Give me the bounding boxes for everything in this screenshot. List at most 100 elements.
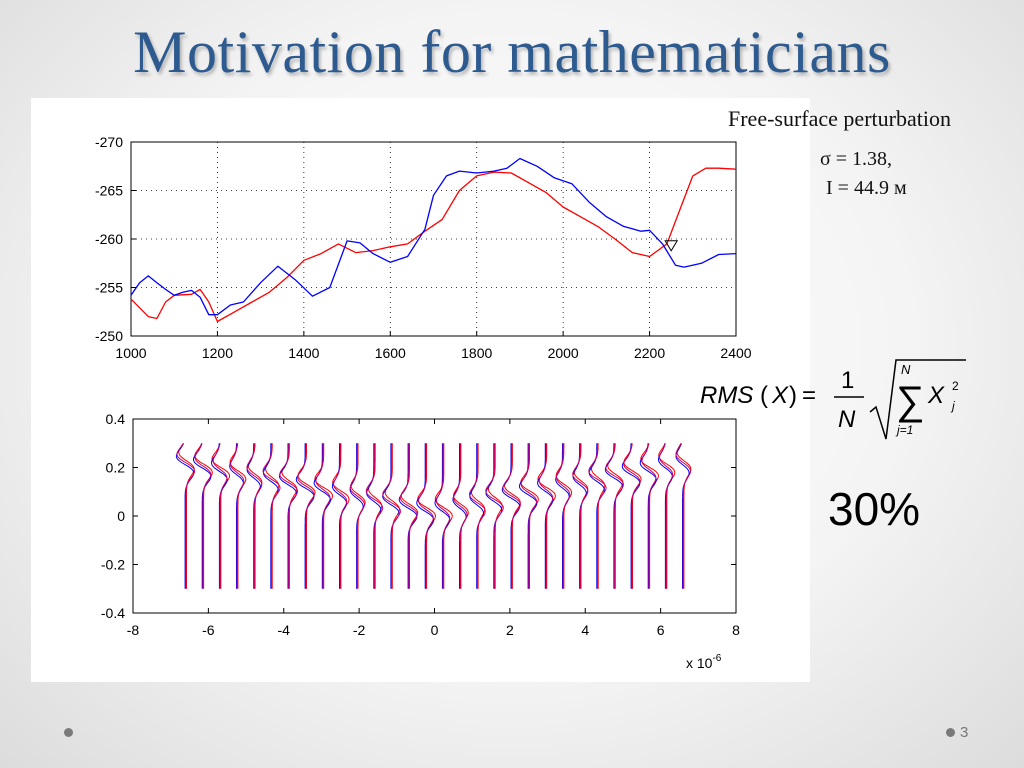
- bottom-chart-xtick-label: -4: [278, 622, 291, 638]
- wiggle-trace: [434, 443, 451, 589]
- wiggle-trace: [278, 443, 298, 589]
- wiggle-trace: [572, 443, 589, 589]
- wiggle-trace: [471, 443, 486, 589]
- wiggle-trace: [262, 443, 281, 589]
- bullet-right-icon: [946, 728, 955, 737]
- bottom-chart: -8 -6 -4 -2 0 2 4 6 8 0.4 0.2 0 -0.2 -0.4 x 10-6: [101, 411, 740, 671]
- wiggle-trace: [417, 443, 437, 589]
- wiggle-trace: [623, 443, 641, 589]
- wiggle-trace: [230, 443, 245, 589]
- top-chart-ytick-label: -255: [95, 280, 123, 296]
- bottom-chart-xtick-label: -2: [353, 622, 366, 638]
- formula-term-sub: j: [950, 399, 955, 413]
- wiggle-trace: [247, 443, 263, 589]
- percent-value: 30%: [828, 483, 921, 535]
- bottom-chart-xtick-label: 8: [732, 622, 740, 638]
- wiggle-trace: [368, 443, 383, 589]
- bottom-chart-xtick-label: -8: [127, 622, 140, 638]
- formula-term-sup: 2: [952, 379, 959, 393]
- wiggle-trace: [675, 443, 692, 589]
- bottom-chart-ytick-label: -0.2: [101, 557, 125, 573]
- wiggle-trace: [675, 443, 690, 589]
- top-chart-series: [130, 157, 737, 323]
- wiggle-trace: [502, 443, 521, 589]
- bottom-chart-frame: [132, 418, 737, 614]
- formula-paren-close: ): [789, 382, 797, 409]
- wiggle-trace: [658, 443, 676, 589]
- i-value: I = 44.9 м: [826, 177, 907, 199]
- wiggle-trace: [588, 443, 605, 589]
- bottom-chart-series: [175, 443, 692, 589]
- top-chart-xtick-label: 1800: [461, 345, 492, 361]
- bottom-chart-ytick-label: 0: [117, 508, 125, 524]
- wiggle-trace: [623, 443, 642, 589]
- wiggle-trace: [349, 443, 365, 589]
- wiggle-trace: [263, 443, 279, 589]
- wiggle-trace: [365, 443, 384, 589]
- wiggle-trace: [468, 443, 486, 589]
- formula-paren-open: (: [760, 382, 768, 409]
- slide-title: Motivation for mathematicians: [133, 19, 891, 85]
- wiggle-trace: [194, 443, 212, 589]
- top-chart-series-red: [130, 167, 737, 323]
- wiggle-trace: [229, 443, 244, 589]
- wiggle-trace: [297, 443, 315, 589]
- wiggle-trace: [416, 443, 435, 589]
- rms-formula: RMS ( X ) = 1 N ∑ N j=1 X 2 j: [700, 359, 966, 440]
- wiggle-trace: [229, 443, 247, 589]
- formula-denominator: N: [838, 406, 856, 433]
- formula-numerator: 1: [841, 367, 854, 394]
- top-chart-xtick-label: 2000: [548, 345, 579, 361]
- top-chart-xtick-label: 1200: [202, 345, 233, 361]
- bottom-chart-ticks: -8 -6 -4 -2 0 2 4 6 8 0.4 0.2 0 -0.2 -0.4: [101, 411, 740, 638]
- wiggle-trace: [555, 443, 572, 589]
- top-chart-grid: [130, 141, 737, 337]
- bottom-chart-xtick-label: 2: [506, 622, 514, 638]
- wiggle-trace: [210, 443, 228, 589]
- formula-term: X: [927, 382, 945, 409]
- wiggle-trace: [572, 443, 587, 589]
- wiggle-trace: [333, 443, 348, 589]
- wiggle-trace: [436, 443, 451, 589]
- formula-var: X: [771, 382, 789, 409]
- top-chart-marker: [664, 240, 679, 252]
- formula-lhs: RMS: [700, 382, 753, 409]
- wiggle-trace: [418, 443, 434, 589]
- top-chart-xtick-label: 2400: [720, 345, 751, 361]
- bottom-chart-ytick-label: -0.4: [101, 605, 125, 621]
- wiggle-trace: [640, 443, 659, 589]
- top-chart-xtick-label: 1000: [115, 345, 146, 361]
- bottom-chart-xtick-label: 0: [431, 622, 439, 638]
- top-chart-ticks: 1000 1200 1400 1600 1800 2000 2200 2400 -270 -265…: [95, 134, 752, 361]
- wiggle-trace: [538, 443, 554, 589]
- page-number: 3: [960, 724, 969, 741]
- formula-equals: =: [802, 382, 816, 409]
- bottom-chart-xtick-label: 6: [657, 622, 665, 638]
- wiggle-trace: [211, 443, 230, 589]
- wiggle-trace: [452, 443, 467, 589]
- wiggle-trace: [246, 443, 263, 589]
- top-chart-series-blue: [130, 157, 737, 316]
- bottom-chart-xtick-label: -6: [202, 622, 215, 638]
- triangle-marker-icon: [664, 240, 679, 252]
- wiggle-trace: [434, 443, 453, 589]
- wiggle-trace: [279, 443, 298, 589]
- wiggle-trace: [194, 443, 213, 589]
- wiggle-trace: [520, 443, 537, 589]
- wiggle-trace: [555, 443, 571, 589]
- bottom-chart-ytick-label: 0.4: [106, 411, 126, 427]
- top-chart-ytick-label: -265: [95, 183, 123, 199]
- bullet-left-icon: [64, 728, 73, 737]
- wiggle-trace: [658, 443, 674, 589]
- wiggle-trace: [212, 443, 228, 589]
- bottom-chart-xtick-label: 4: [581, 622, 589, 638]
- wiggle-trace: [452, 443, 468, 589]
- wiggle-trace: [485, 443, 504, 589]
- figure-panel: 1000 1200 1400 1600 1800 2000 2200 2400 -270 -265…: [31, 98, 810, 682]
- wiggle-trace: [178, 443, 195, 589]
- formula-sigma-symbol: ∑: [896, 379, 925, 423]
- wiggle-trace: [621, 443, 641, 589]
- bottom-chart-multiplier: x 10-6: [686, 653, 722, 671]
- top-chart-ytick-label: -260: [95, 231, 123, 247]
- wiggle-trace: [639, 443, 657, 589]
